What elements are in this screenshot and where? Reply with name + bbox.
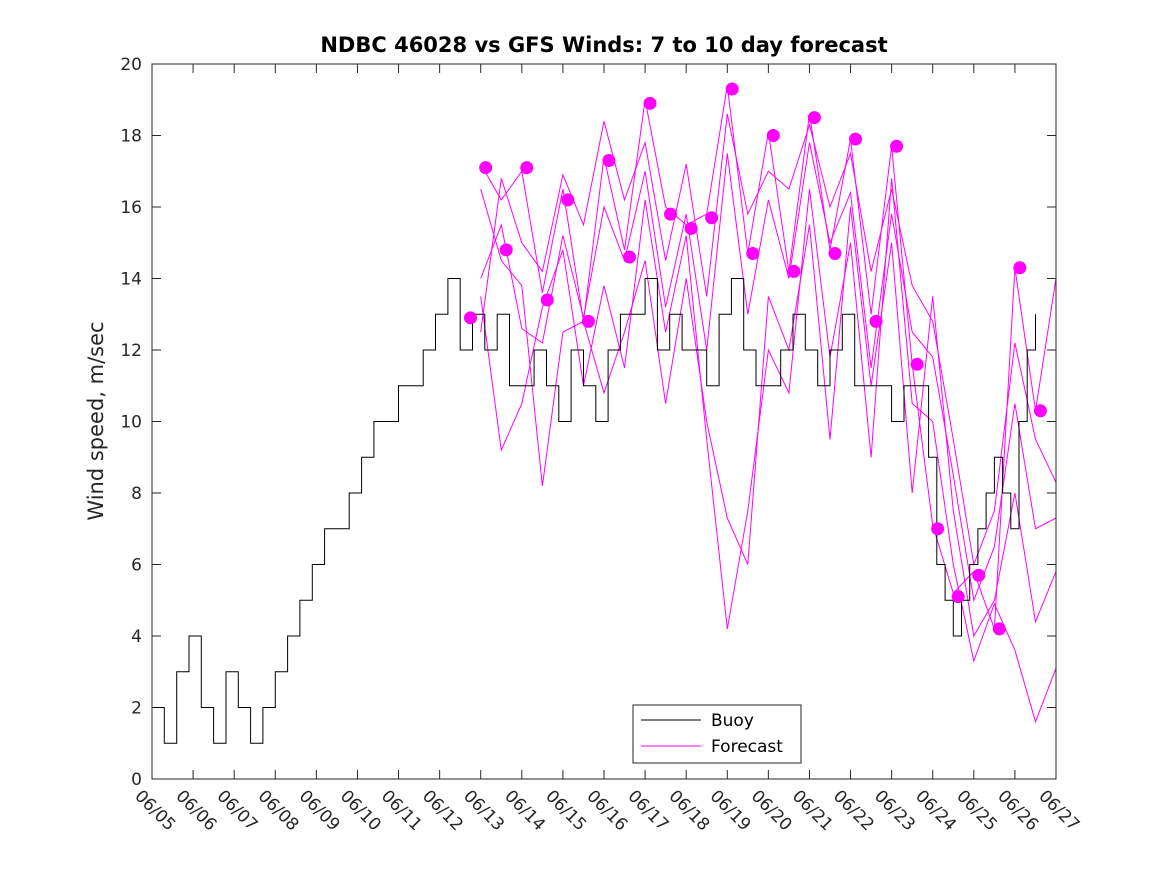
x-tick-label: 06/23: [870, 786, 919, 835]
x-tick-label: 06/05: [130, 786, 179, 835]
x-tick-label: 06/19: [706, 786, 755, 835]
y-tick-label: 14: [120, 270, 142, 290]
y-axis-label: Wind speed, m/sec: [84, 321, 108, 520]
forecast-point: [1033, 404, 1047, 418]
x-tick-label: 06/26: [993, 786, 1042, 835]
legend-buoy-label: Buoy: [711, 711, 754, 731]
x-tick-label: 06/20: [747, 786, 796, 835]
forecast-point: [951, 590, 965, 604]
y-tick-label: 20: [120, 55, 142, 75]
forecast-point: [622, 250, 636, 264]
x-tick-label: 06/14: [500, 786, 549, 835]
forecast-point: [890, 139, 904, 153]
forecast-point: [766, 129, 780, 142]
forecast-point: [848, 132, 862, 146]
legend-forecast-label: Forecast: [711, 737, 783, 757]
forecast-point: [684, 221, 698, 235]
y-tick-label: 6: [131, 556, 142, 576]
x-tick-label: 06/22: [829, 786, 878, 835]
y-tick-label: 2: [131, 699, 142, 719]
forecast-point: [463, 311, 477, 325]
x-tick-label: 06/24: [911, 786, 960, 835]
forecast-point: [787, 264, 801, 278]
forecast-point: [1013, 261, 1027, 275]
forecast-point: [499, 243, 513, 257]
forecast-point: [705, 211, 719, 225]
y-tick-label: 8: [131, 484, 142, 504]
y-tick-label: 4: [131, 627, 142, 647]
forecast-point: [561, 193, 575, 207]
forecast-point: [725, 82, 739, 96]
chart-title: NDBC 46028 vs GFS Winds: 7 to 10 day for…: [320, 33, 887, 57]
buoy-line: [152, 278, 1036, 744]
forecast-point: [602, 154, 616, 168]
forecast-point: [828, 246, 842, 260]
y-tick-labels: 0 2 4 6 8 10 12 14 16 18 20: [120, 55, 142, 790]
x-tick-label: 06/17: [624, 786, 673, 835]
forecast-point: [992, 622, 1006, 636]
y-tick-label: 18: [120, 127, 142, 147]
x-tick-label: 06/25: [952, 786, 1001, 835]
x-tick-labels: 06/0506/0606/0706/0806/0906/1006/1106/12…: [130, 786, 1083, 835]
y-tick-label: 0: [131, 770, 142, 790]
x-tick-label: 06/08: [254, 786, 303, 835]
x-tick-label: 06/07: [213, 786, 262, 835]
x-tick-label: 06/27: [1034, 786, 1083, 835]
x-tick-label: 06/12: [418, 786, 467, 835]
forecast-point: [869, 314, 883, 328]
forecast-line: [480, 142, 1057, 603]
x-tick-label: 06/18: [665, 786, 714, 835]
x-tick-label: 06/13: [459, 786, 508, 835]
forecast-point: [520, 161, 534, 175]
x-tick-label: 06/09: [295, 786, 344, 835]
forecast-point: [931, 522, 945, 536]
forecast-point: [643, 96, 657, 110]
forecast-point: [972, 568, 986, 582]
forecast-point: [540, 293, 554, 307]
y-tick-label: 12: [120, 341, 142, 361]
x-tick-label: 06/10: [336, 786, 385, 835]
plot-frame: [151, 63, 1057, 780]
forecast-point: [807, 111, 821, 125]
forecast-point: [746, 246, 760, 260]
x-tick-label: 06/11: [377, 786, 426, 835]
legend-box: [632, 704, 802, 764]
forecast-point: [479, 161, 493, 175]
forecast-line: [480, 113, 1057, 567]
forecast-point: [910, 357, 924, 371]
forecast-point: [664, 207, 678, 221]
forecast-point: [581, 314, 595, 328]
x-tick-label: 06/21: [788, 786, 837, 835]
x-tick-label: 06/15: [541, 786, 590, 835]
x-tick-label: 06/16: [582, 786, 631, 835]
y-tick-label: 16: [120, 198, 142, 218]
forecast-line: [480, 188, 1057, 638]
series-layer: [152, 82, 1057, 744]
legend: Buoy Forecast: [632, 704, 802, 764]
x-tick-label: 06/06: [172, 786, 221, 835]
y-tick-label: 10: [120, 413, 142, 433]
